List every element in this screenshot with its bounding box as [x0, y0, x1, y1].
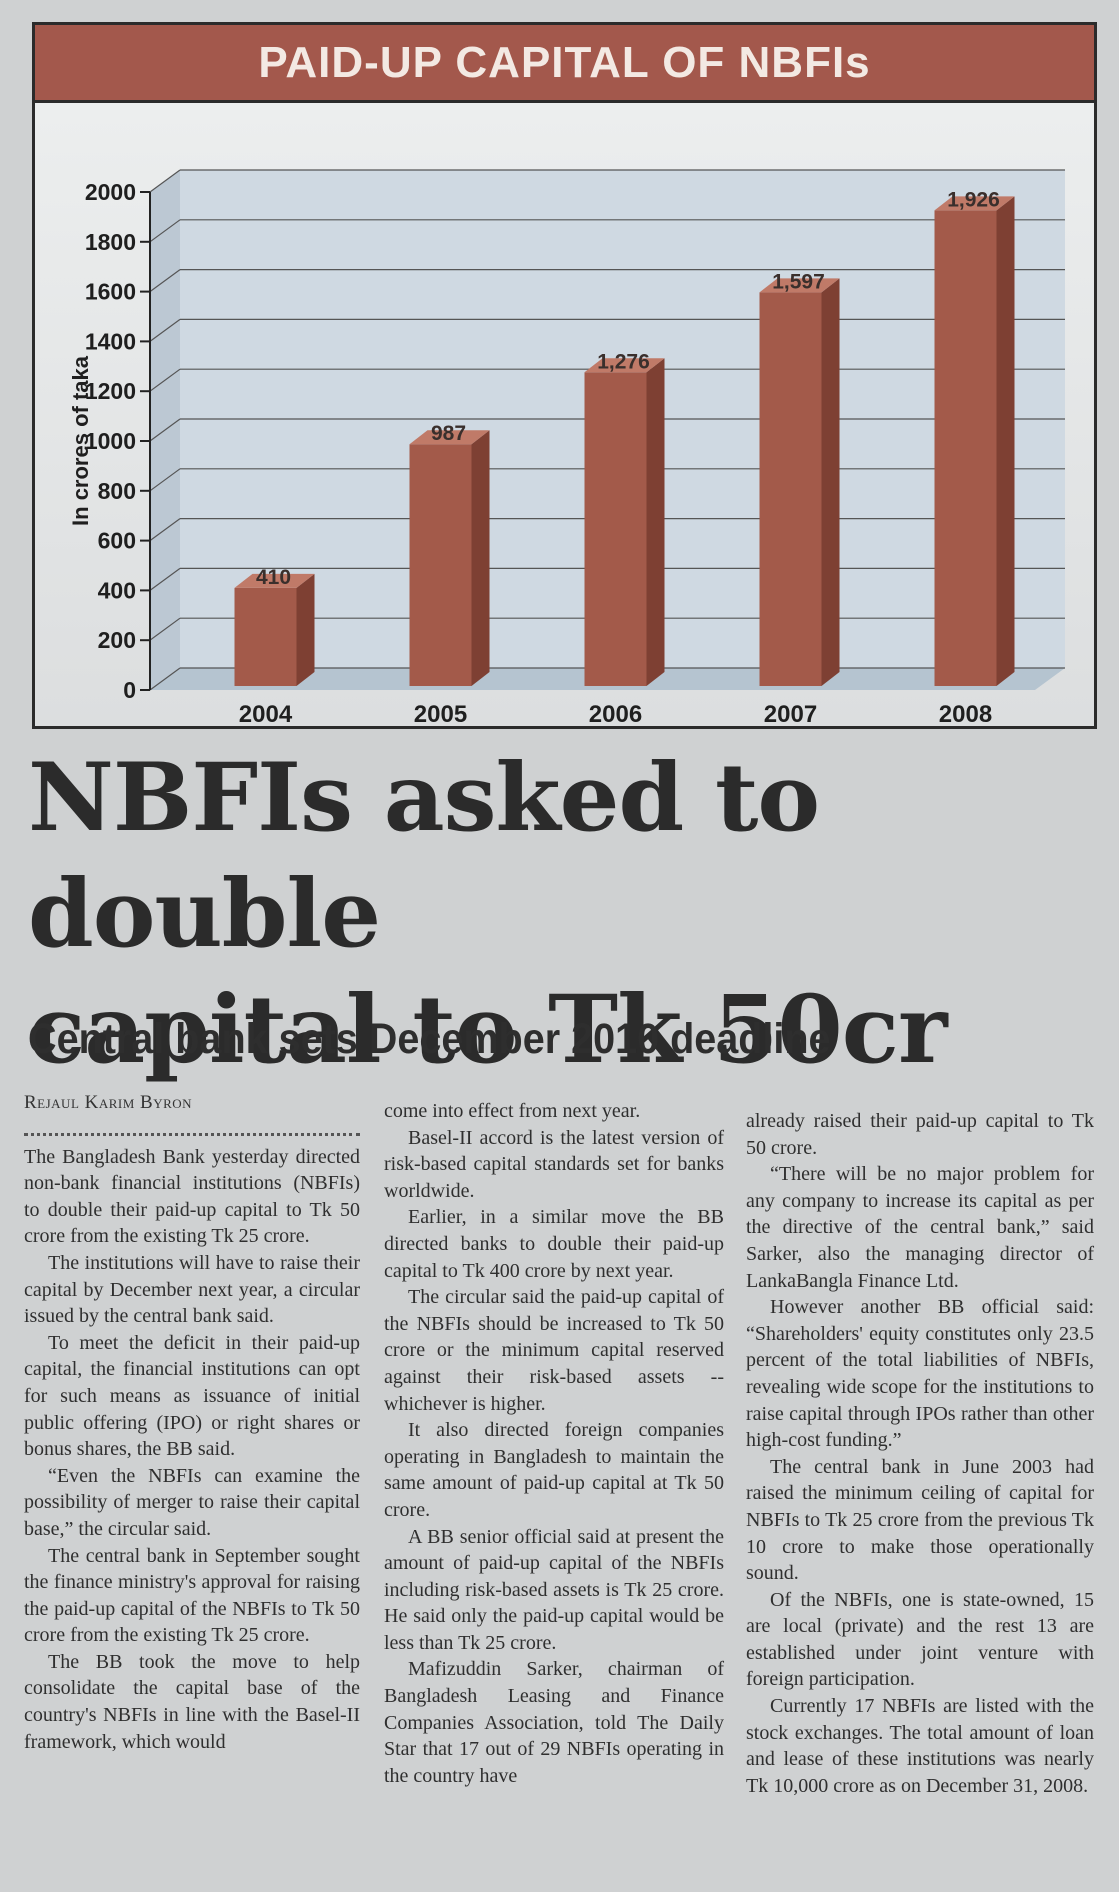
- headline-line-1: NBFIs asked to double: [28, 743, 820, 969]
- bar-top: [234, 573, 315, 588]
- bar-side: [471, 430, 490, 686]
- paragraph: Mafizuddin Sarker, chairman of Banglades…: [384, 1658, 724, 1787]
- grid-line-side: [149, 617, 181, 641]
- y-tick-label: 400: [98, 577, 136, 603]
- y-tick-label: 800: [98, 478, 136, 504]
- byline-divider: [24, 1125, 360, 1136]
- bar-value-label: 1,926: [947, 188, 1000, 211]
- paragraph: “There will be no major problem for any …: [746, 1163, 1094, 1292]
- y-tick-label: 2000: [85, 179, 136, 205]
- chart-title: PAID-UP CAPITAL OF NBFIs: [258, 37, 871, 87]
- grid-line-side: [149, 368, 181, 392]
- bar-top: [934, 196, 1015, 211]
- grid-line-side: [149, 219, 181, 243]
- y-tick-label: 1800: [85, 229, 136, 255]
- bar-side: [296, 573, 315, 686]
- bar-top: [584, 358, 665, 373]
- y-axis-title: In crores of taka: [68, 355, 93, 526]
- article-column-2: come into effect from next year. Basel-II…: [384, 1098, 724, 1789]
- grid-line-side: [149, 518, 181, 542]
- column-2-body: come into effect from next year. Basel-II…: [384, 1098, 724, 1789]
- paragraph: It also directed foreign companies opera…: [384, 1419, 724, 1521]
- bar-value-label: 1,597: [772, 270, 825, 293]
- paragraph: come into effect from next year.: [384, 1100, 641, 1122]
- bar: [934, 210, 997, 686]
- bar-side: [821, 278, 840, 686]
- bar-top: [759, 278, 840, 293]
- bar-value-label: 987: [431, 422, 466, 445]
- grid-line-side: [149, 667, 181, 691]
- y-tick-label: 200: [98, 627, 136, 653]
- article-column-3: already raised their paid-up capital to …: [746, 1108, 1094, 1799]
- paragraph: already raised their paid-up capital to …: [746, 1110, 1094, 1159]
- subheadline: Central bank sets December 2010 deadline: [28, 1015, 831, 1063]
- paragraph: “Even the NBFIs can examine the possibil…: [24, 1464, 360, 1540]
- headline: NBFIs asked to double capital to Tk 50cr: [28, 740, 1108, 1088]
- chart-plot: 0 200 400 600 800 1000 1200 1400 1600 1800 2000 In …: [68, 169, 1065, 726]
- grid-line-side: [149, 468, 181, 492]
- headline-line-2: capital to Tk 50cr: [28, 975, 948, 1085]
- paragraph: The central bank in September sought the…: [24, 1544, 360, 1647]
- bar-value-label: 410: [256, 566, 291, 589]
- bar-chart: PAID-UP CAPITAL OF NBFIs 0 200 400 600 800 10…: [32, 22, 1097, 729]
- x-tick-label: 2005: [414, 701, 467, 726]
- bar-value-label: 1,276: [597, 350, 650, 373]
- grid-line-side: [149, 567, 181, 591]
- bar: [759, 292, 822, 686]
- bar-top: [409, 430, 490, 445]
- grid-line-side: [149, 318, 181, 342]
- paragraph: The circular said the paid-up capital of…: [384, 1286, 724, 1415]
- article-column-1: Rejaul Karim Byron The Bangladesh Bank y…: [24, 1090, 360, 1755]
- grid-line-side: [149, 169, 181, 193]
- paragraph: However another BB official said: “Share…: [746, 1296, 1094, 1452]
- paragraph: The institutions will have to raise thei…: [24, 1251, 360, 1328]
- paragraph: To meet the deficit in their paid-up cap…: [24, 1331, 360, 1461]
- paragraph: Of the NBFIs, one is state-owned, 15 are…: [746, 1588, 1094, 1691]
- y-tick-label: 1600: [85, 279, 136, 305]
- paragraph: Currently 17 NBFIs are listed with the s…: [746, 1695, 1094, 1797]
- y-tick-label: 1200: [85, 378, 136, 404]
- column-3-body: already raised their paid-up capital to …: [746, 1108, 1094, 1799]
- paragraph: The Bangladesh Bank yesterday directed n…: [24, 1145, 360, 1248]
- grid-line-side: [149, 269, 181, 293]
- x-tick-label: 2006: [589, 701, 642, 726]
- bar-side: [996, 196, 1015, 686]
- paragraph: The BB took the move to help consolidate…: [24, 1650, 360, 1753]
- byline: Rejaul Karim Byron: [24, 1092, 193, 1113]
- x-tick-label: 2007: [764, 701, 817, 726]
- chart-title-bar: PAID-UP CAPITAL OF NBFIs: [35, 25, 1094, 103]
- bar: [584, 372, 647, 686]
- paragraph: The central bank in June 2003 had raised…: [746, 1455, 1094, 1585]
- y-tick-label: 0: [123, 677, 136, 703]
- grid-line-side: [149, 418, 181, 442]
- y-tick-label: 600: [98, 528, 136, 554]
- y-tick-label: 1400: [85, 328, 136, 354]
- y-tick-label: 1000: [85, 428, 136, 454]
- column-1-body: The Bangladesh Bank yesterday directed n…: [24, 1144, 360, 1756]
- bar: [409, 444, 472, 686]
- x-tick-label: 2004: [239, 701, 293, 726]
- paragraph: Basel-II accord is the latest version of…: [384, 1126, 724, 1202]
- bar-side: [646, 358, 665, 686]
- paragraph: Earlier, in a similar move the BB direct…: [384, 1206, 724, 1282]
- x-tick-label: 2008: [939, 701, 992, 726]
- bar: [234, 587, 297, 686]
- paragraph: A BB senior official said at present the…: [384, 1525, 724, 1654]
